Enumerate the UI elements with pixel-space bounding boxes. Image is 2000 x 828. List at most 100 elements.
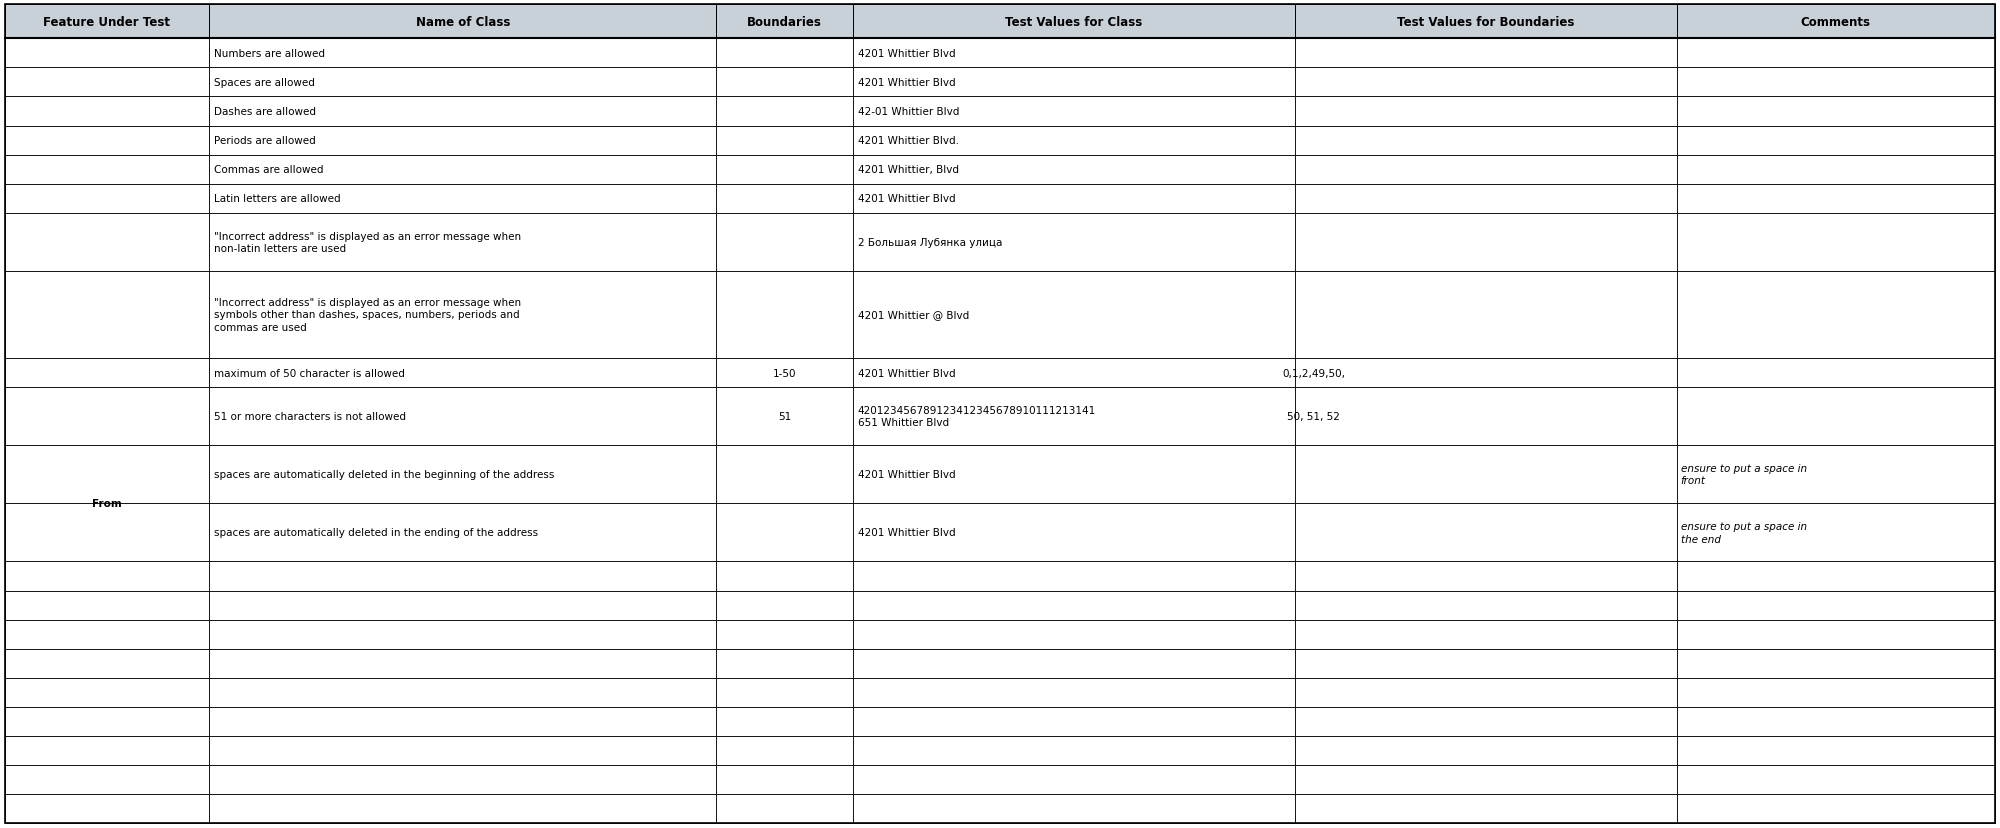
Bar <box>1676 98 1996 127</box>
Text: 42-01 Whittier Blvd: 42-01 Whittier Blvd <box>858 107 960 117</box>
Bar <box>716 69 852 98</box>
Bar <box>1676 39 1996 69</box>
Bar <box>1294 214 1676 272</box>
Bar <box>852 388 1294 445</box>
Bar <box>716 214 852 272</box>
Bar <box>1294 98 1676 127</box>
Bar <box>1676 620 1996 649</box>
Text: Boundaries: Boundaries <box>748 16 822 29</box>
Text: 50, 51, 52: 50, 51, 52 <box>1288 412 1340 421</box>
Bar <box>4 359 208 388</box>
Bar <box>852 98 1294 127</box>
Text: spaces are automatically deleted in the ending of the address: spaces are automatically deleted in the … <box>214 527 538 537</box>
Bar <box>208 561 716 591</box>
Bar <box>852 765 1294 794</box>
Bar <box>1294 649 1676 678</box>
Text: ensure to put a space in
the end: ensure to put a space in the end <box>1680 522 1806 544</box>
Bar <box>1294 445 1676 503</box>
Bar <box>716 736 852 765</box>
Bar <box>208 214 716 272</box>
Bar <box>4 591 208 620</box>
Bar <box>1294 69 1676 98</box>
Text: ensure to put a space in
front: ensure to put a space in front <box>1680 464 1806 486</box>
Text: 0,1,2,49,50,: 0,1,2,49,50, <box>1282 368 1346 378</box>
Bar <box>852 620 1294 649</box>
Bar <box>716 359 852 388</box>
Bar <box>208 5 716 39</box>
Bar <box>208 649 716 678</box>
Text: "Incorrect address" is displayed as an error message when
non-latin letters are : "Incorrect address" is displayed as an e… <box>214 231 522 253</box>
Bar <box>1676 388 1996 445</box>
Text: Spaces are allowed: Spaces are allowed <box>214 78 314 88</box>
Text: 1-50: 1-50 <box>772 368 796 378</box>
Bar <box>716 649 852 678</box>
Bar <box>1294 272 1676 359</box>
Bar <box>1294 678 1676 707</box>
Bar <box>716 156 852 185</box>
Bar <box>1676 794 1996 823</box>
Bar <box>1676 185 1996 214</box>
Bar <box>208 620 716 649</box>
Text: spaces are automatically deleted in the beginning of the address: spaces are automatically deleted in the … <box>214 469 554 479</box>
Bar <box>852 185 1294 214</box>
Bar <box>208 388 716 445</box>
Bar <box>1294 388 1676 445</box>
Text: 4201 Whittier Blvd: 4201 Whittier Blvd <box>858 368 956 378</box>
Text: 4201 Whittier, Blvd: 4201 Whittier, Blvd <box>858 165 958 175</box>
Text: Periods are allowed: Periods are allowed <box>214 136 316 146</box>
Bar <box>208 127 716 156</box>
Bar <box>1676 359 1996 388</box>
Bar <box>716 185 852 214</box>
Bar <box>852 39 1294 69</box>
Bar <box>1294 736 1676 765</box>
Bar <box>852 591 1294 620</box>
Bar <box>1676 5 1996 39</box>
Bar <box>4 272 208 359</box>
Bar <box>852 649 1294 678</box>
Bar <box>716 707 852 736</box>
Bar <box>716 127 852 156</box>
Bar <box>716 5 852 39</box>
Bar <box>852 156 1294 185</box>
Bar <box>852 127 1294 156</box>
Bar <box>852 561 1294 591</box>
Bar <box>716 561 852 591</box>
Bar <box>4 561 208 591</box>
Bar <box>852 503 1294 561</box>
Bar <box>1676 69 1996 98</box>
Text: 4201 Whittier @ Blvd: 4201 Whittier @ Blvd <box>858 310 968 320</box>
Bar <box>1294 561 1676 591</box>
Bar <box>1294 127 1676 156</box>
Text: Test Values for Boundaries: Test Values for Boundaries <box>1396 16 1574 29</box>
Bar <box>1676 707 1996 736</box>
Text: Test Values for Class: Test Values for Class <box>1006 16 1142 29</box>
Bar <box>4 445 208 503</box>
Bar <box>1294 794 1676 823</box>
Bar <box>4 765 208 794</box>
Text: 4201 Whittier Blvd: 4201 Whittier Blvd <box>858 49 956 59</box>
Bar <box>716 678 852 707</box>
Bar <box>4 794 208 823</box>
Bar <box>4 620 208 649</box>
Bar <box>1676 445 1996 503</box>
Bar <box>852 445 1294 503</box>
Bar <box>208 185 716 214</box>
Bar <box>852 214 1294 272</box>
Bar <box>716 765 852 794</box>
Text: 4201 Whittier Blvd: 4201 Whittier Blvd <box>858 527 956 537</box>
Bar <box>852 359 1294 388</box>
Bar <box>208 39 716 69</box>
Bar <box>4 98 208 127</box>
Text: "Incorrect address" is displayed as an error message when
symbols other than das: "Incorrect address" is displayed as an e… <box>214 298 522 332</box>
Bar <box>852 69 1294 98</box>
Bar <box>716 445 852 503</box>
Bar <box>716 591 852 620</box>
Bar <box>208 445 716 503</box>
Text: 4201 Whittier Blvd.: 4201 Whittier Blvd. <box>858 136 958 146</box>
Bar <box>1676 765 1996 794</box>
Bar <box>1294 591 1676 620</box>
Bar <box>852 5 1294 39</box>
Bar <box>208 272 716 359</box>
Bar <box>4 69 208 98</box>
Bar <box>852 736 1294 765</box>
